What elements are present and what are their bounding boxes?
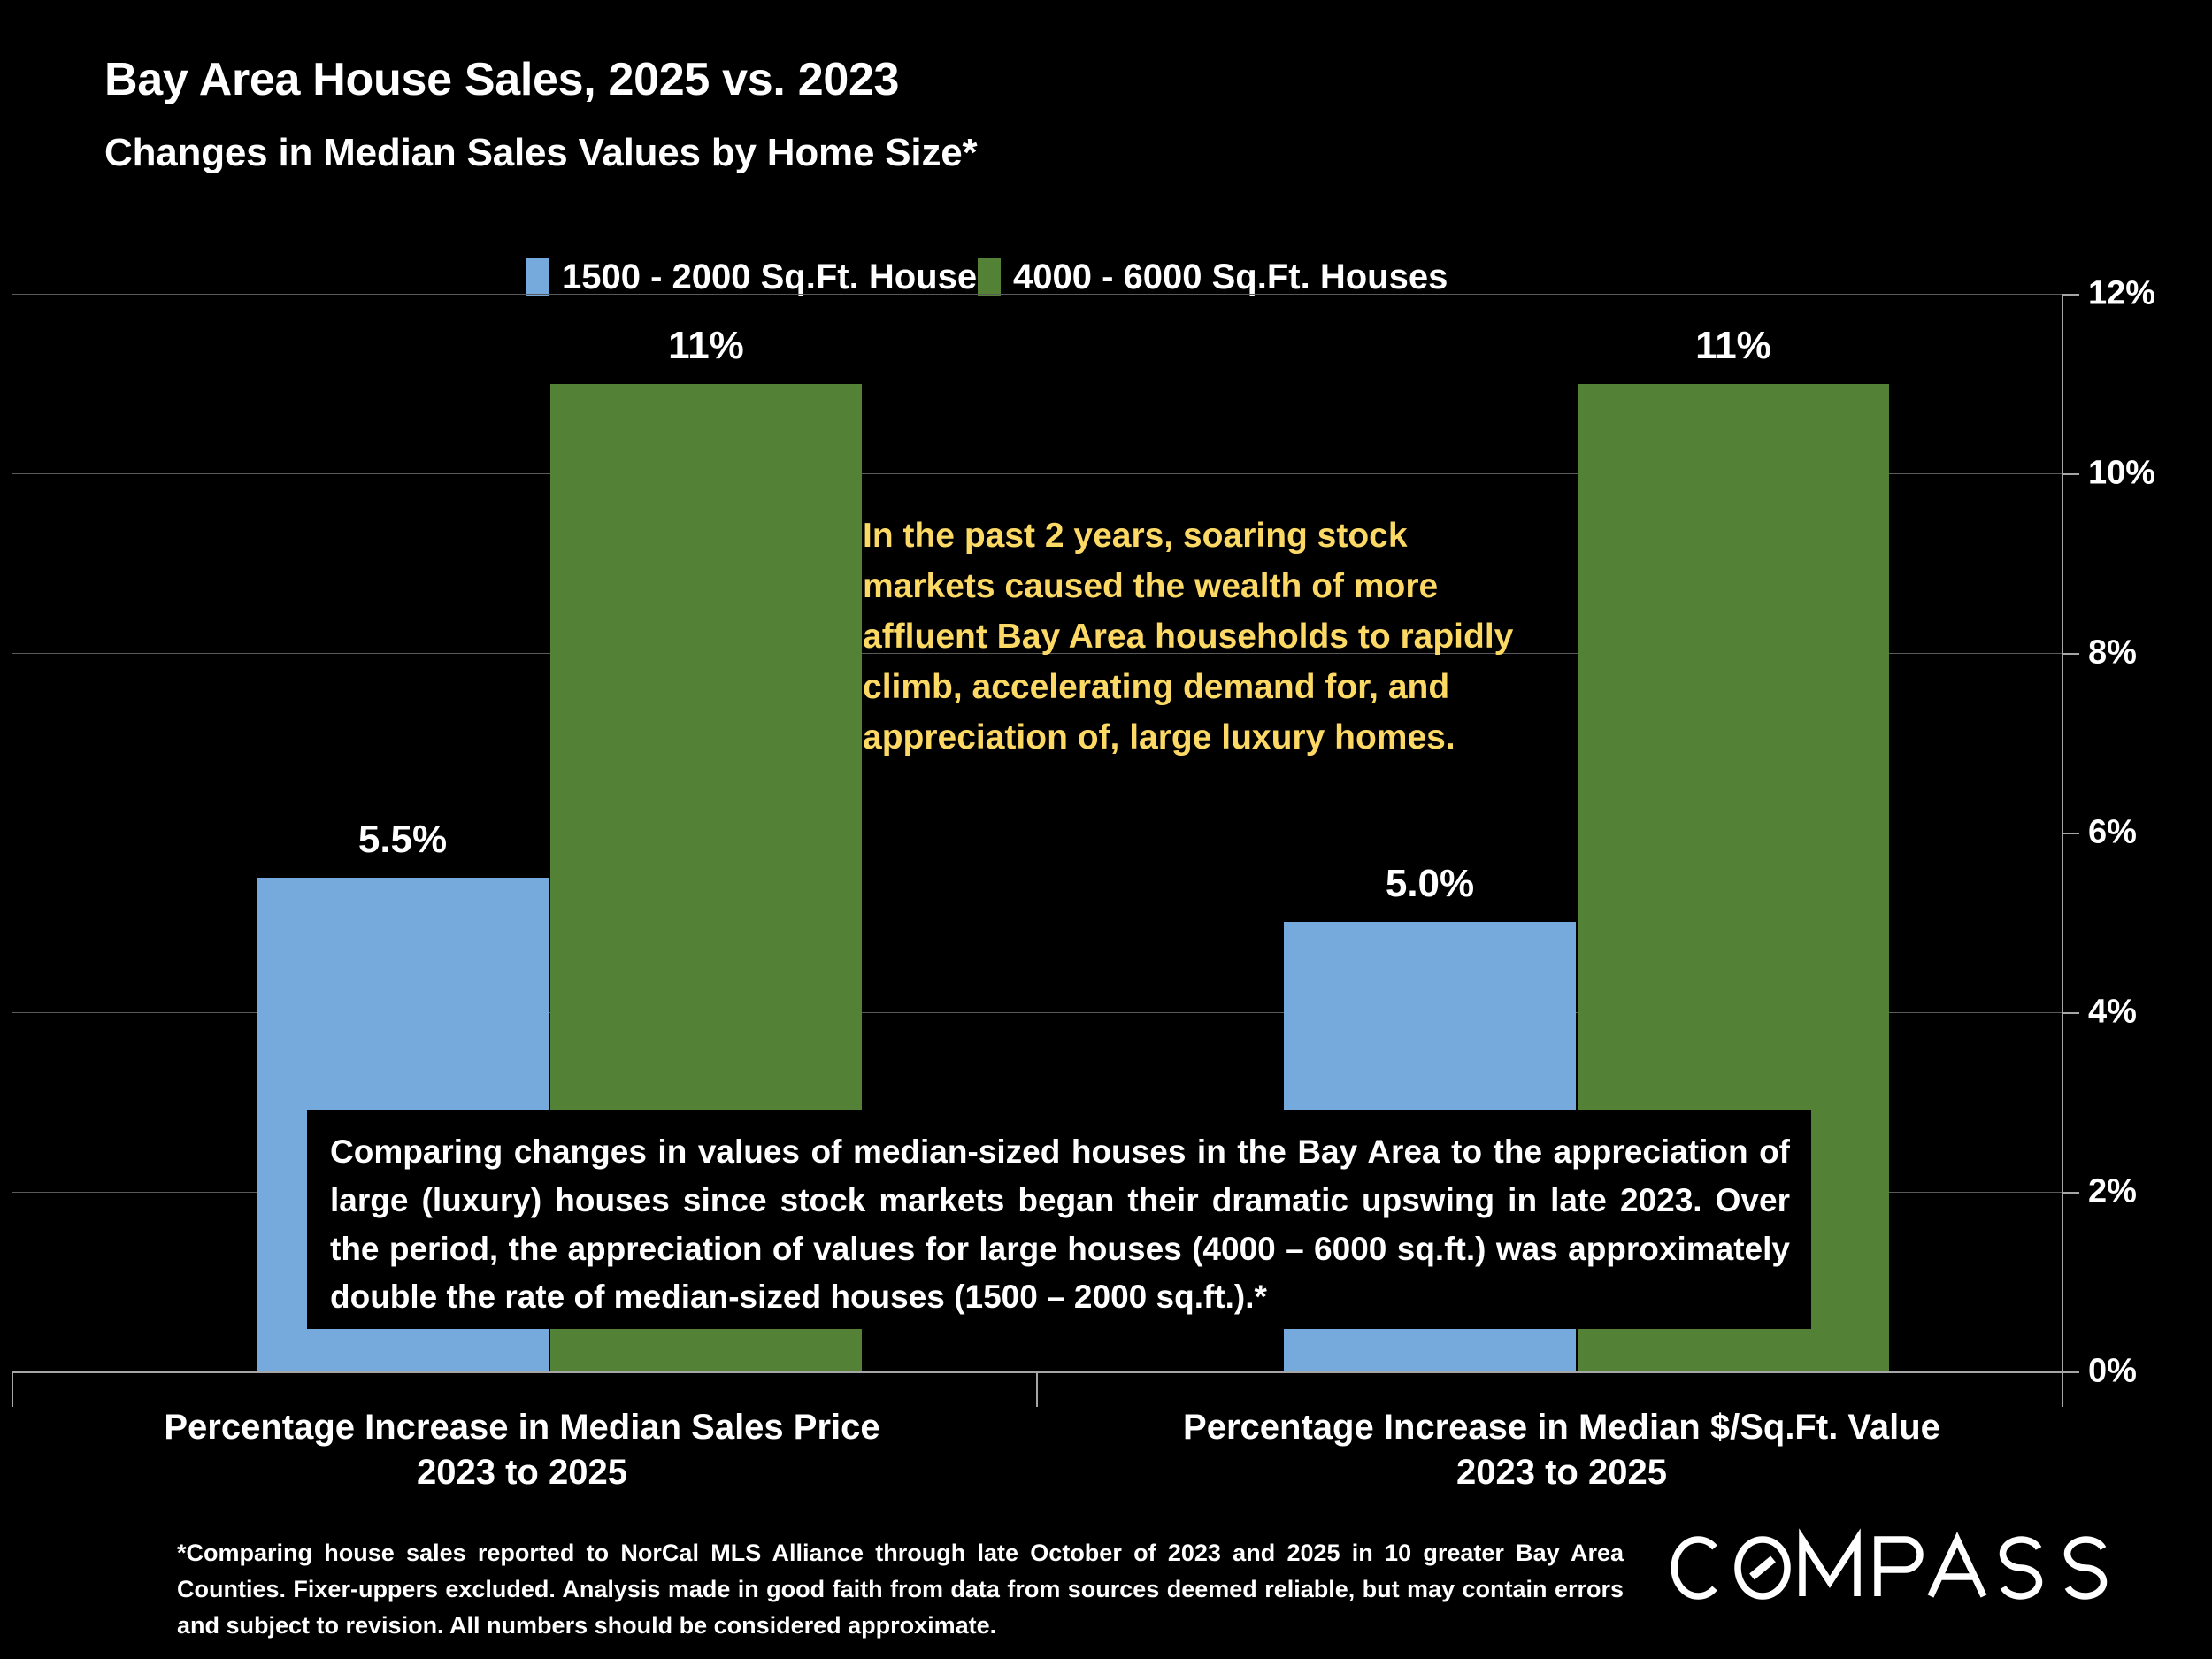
page-subtitle: Changes in Median Sales Values by Home S… <box>104 131 978 174</box>
callout-line-1: In the past 2 years, soaring stock <box>863 517 1408 555</box>
page-title: Bay Area House Sales, 2025 vs. 2023 <box>104 54 900 105</box>
data-label-group2-large: 11% <box>1695 324 1771 367</box>
gridline-4 <box>12 1012 2062 1013</box>
gridline-12 <box>12 294 2062 295</box>
x-axis-divider-mid <box>1036 1373 1038 1407</box>
x-axis-category-label-2: Percentage Increase in Median $/Sq.Ft. V… <box>1062 1405 2062 1495</box>
legend-item-large-houses[interactable]: 4000 - 6000 Sq.Ft. Houses <box>978 258 1448 296</box>
footnote-text: *Comparing house sales reported to NorCa… <box>177 1540 1624 1640</box>
data-label-group1-large: 11% <box>668 324 744 367</box>
callout-annotation: In the past 2 years, soaring stock marke… <box>863 511 1535 764</box>
y-axis-tick-6 <box>2062 833 2079 834</box>
x-axis-divider-right <box>2062 1373 2063 1407</box>
legend-label-small-houses: 1500 - 2000 Sq.Ft. Houses <box>562 257 997 296</box>
callout-line-4: climb, accelerating demand for, and <box>863 667 1450 706</box>
y-axis-tick-12 <box>2062 294 2079 296</box>
y-axis-label-2: 2% <box>2088 1172 2137 1210</box>
y-axis-tick-10 <box>2062 473 2079 475</box>
x-axis-divider-left <box>12 1373 13 1407</box>
x-axis-category-label-1-line1: Percentage Increase in Median Sales Pric… <box>164 1408 880 1447</box>
callout-line-5: appreciation of, large luxury homes. <box>863 718 1455 757</box>
gridline-10 <box>12 473 2062 474</box>
y-axis-label-6: 6% <box>2088 813 2137 851</box>
y-axis-tick-2 <box>2062 1192 2079 1194</box>
x-axis-category-label-2-line2: 2023 to 2025 <box>1456 1453 1667 1493</box>
y-axis-tick-8 <box>2062 653 2079 655</box>
y-axis-label-4: 4% <box>2088 993 2137 1031</box>
gridline-8 <box>12 653 2062 654</box>
legend-item-small-houses[interactable]: 1500 - 2000 Sq.Ft. Houses <box>526 258 996 296</box>
data-label-group1-small: 5.5% <box>357 818 448 861</box>
x-axis-category-label-1: Percentage Increase in Median Sales Pric… <box>35 1405 1009 1495</box>
legend-label-large-houses: 4000 - 6000 Sq.Ft. Houses <box>1013 257 1448 296</box>
x-axis-category-label-1-line2: 2023 to 2025 <box>417 1453 627 1493</box>
y-axis-label-12: 12% <box>2088 274 2156 312</box>
y-axis-tick-4 <box>2062 1012 2079 1014</box>
legend-swatch-green-icon <box>978 258 1001 296</box>
y-axis-label-8: 8% <box>2088 634 2137 672</box>
legend-swatch-blue-icon <box>526 258 549 296</box>
info-box: Comparing changes in values of median-si… <box>307 1110 1811 1329</box>
compass-logo <box>1656 1524 2170 1612</box>
x-axis-category-label-2-line1: Percentage Increase in Median $/Sq.Ft. V… <box>1183 1408 1940 1447</box>
y-axis-label-10: 10% <box>2088 454 2156 492</box>
callout-line-2: markets caused the wealth of more <box>863 566 1439 605</box>
compass-wordmark-icon <box>1671 1528 2108 1600</box>
y-axis-label-0: 0% <box>2088 1352 2137 1390</box>
y-axis-tick-0 <box>2062 1371 2079 1373</box>
x-axis-line <box>12 1371 2062 1373</box>
chart-legend: 1500 - 2000 Sq.Ft. Houses 4000 - 6000 Sq… <box>526 258 1809 303</box>
info-box-text: Comparing changes in values of median-si… <box>330 1133 1790 1316</box>
data-label-group2-small: 5.0% <box>1385 862 1475 905</box>
callout-line-3: affluent Bay Area households to rapidly <box>863 617 1514 656</box>
